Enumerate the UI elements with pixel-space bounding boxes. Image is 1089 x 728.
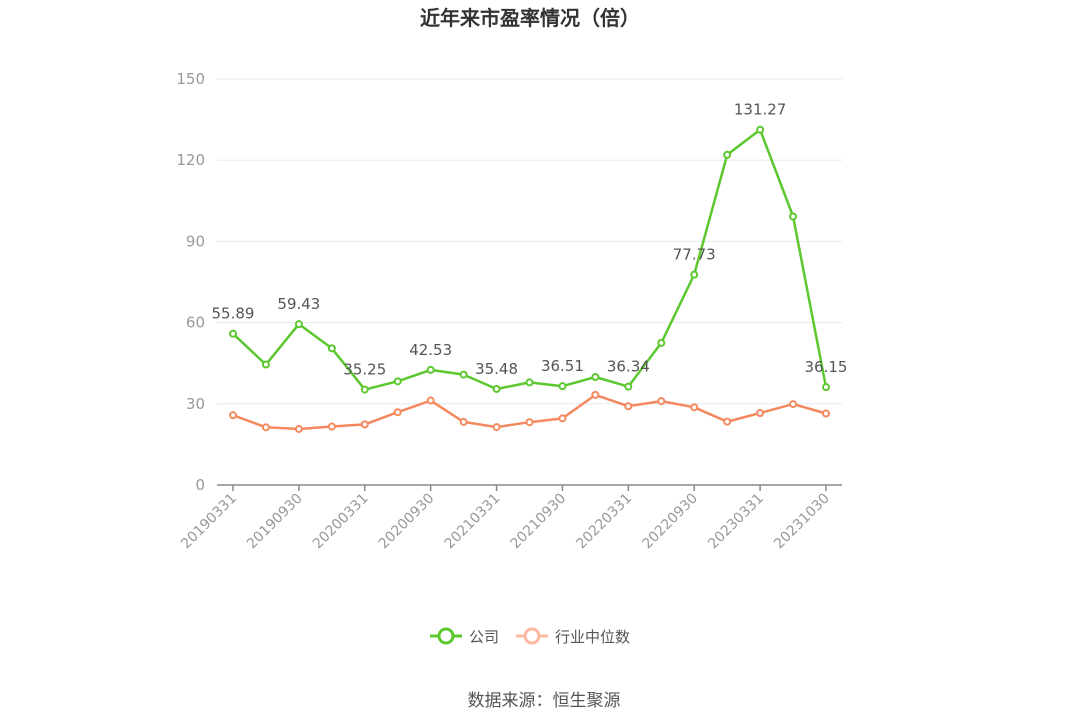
data-point[interactable] (459, 370, 468, 379)
series-industry-median (229, 390, 830, 433)
data-label: 36.15 (805, 358, 848, 376)
y-tick-label: 60 (186, 314, 205, 332)
legend-marker-industry (523, 627, 541, 645)
series-company (229, 125, 830, 394)
y-tick-label: 0 (195, 476, 205, 494)
series-line (232, 128, 828, 391)
x-tick-label: 20210930 (508, 491, 570, 553)
chart-title: 近年来市盈率情况（倍） (420, 6, 640, 30)
data-label: 131.27 (734, 101, 787, 119)
data-point[interactable] (360, 420, 369, 429)
data-point[interactable] (624, 382, 633, 391)
data-point[interactable] (822, 409, 830, 418)
data-point[interactable] (657, 338, 666, 347)
data-point[interactable] (657, 397, 666, 406)
y-tick-label: 90 (186, 232, 205, 250)
data-point[interactable] (426, 365, 435, 374)
source-text: 数据来源：恒生聚源 (468, 691, 621, 711)
data-point[interactable] (492, 384, 501, 393)
y-tick-label: 30 (186, 395, 205, 413)
data-point[interactable] (723, 150, 732, 159)
x-tick-label: 20190331 (178, 491, 240, 553)
data-point[interactable] (558, 382, 567, 391)
data-label: 35.25 (343, 361, 386, 379)
x-tick-label: 20220930 (639, 491, 701, 553)
y-axis: 0 30 60 90 120 150 (176, 70, 205, 494)
data-point[interactable] (393, 408, 402, 417)
data-point[interactable] (360, 385, 369, 394)
legend-label-company: 公司 (469, 628, 499, 646)
data-point[interactable] (690, 270, 699, 279)
data-point[interactable] (327, 422, 336, 431)
data-label: 55.89 (212, 305, 255, 323)
legend[interactable]: 公司 行业中位数 (430, 627, 630, 646)
data-point[interactable] (294, 320, 303, 329)
x-tick-label: 20200930 (376, 491, 438, 553)
data-point[interactable] (459, 417, 468, 426)
data-point[interactable] (789, 400, 798, 409)
x-tick-label: 20200331 (310, 491, 372, 553)
data-point[interactable] (690, 403, 699, 412)
gridlines (217, 78, 842, 405)
data-label: 36.34 (607, 358, 650, 376)
data-point[interactable] (426, 396, 435, 405)
data-point[interactable] (294, 424, 303, 433)
legend-marker-company (437, 627, 455, 645)
legend-item-industry[interactable]: 行业中位数 (516, 627, 630, 646)
data-point[interactable] (558, 414, 567, 423)
x-tick-label: 20230331 (705, 491, 767, 553)
data-point[interactable] (822, 383, 830, 392)
data-label: 42.53 (409, 341, 452, 359)
x-tick-label: 20190930 (244, 491, 306, 553)
legend-item-company[interactable]: 公司 (430, 627, 499, 646)
data-point[interactable] (261, 423, 270, 432)
data-labels: 55.89 59.43 35.25 42.53 35.48 36.51 36.34 77.73… (212, 101, 848, 379)
data-point[interactable] (789, 212, 798, 221)
y-tick-label: 120 (176, 151, 205, 169)
data-point[interactable] (624, 402, 633, 411)
x-axis: 20190331 20190930 20200331 20200930 20210331… (178, 484, 842, 553)
data-label: 36.51 (541, 357, 584, 375)
data-point[interactable] (756, 125, 765, 134)
data-point[interactable] (393, 377, 402, 386)
legend-label-industry: 行业中位数 (555, 628, 630, 646)
x-tick-label: 20210331 (442, 491, 504, 553)
data-point[interactable] (723, 417, 732, 426)
data-point[interactable] (591, 390, 600, 399)
data-point[interactable] (327, 344, 336, 353)
series-lines (229, 125, 830, 433)
data-label: 77.73 (673, 246, 716, 264)
data-point[interactable] (229, 411, 237, 420)
data-point[interactable] (229, 329, 237, 338)
data-point[interactable] (525, 378, 534, 387)
data-point[interactable] (756, 409, 765, 418)
x-tick-label: 20231030 (771, 491, 833, 553)
data-label: 35.48 (475, 360, 518, 378)
data-label: 59.43 (277, 295, 320, 313)
data-point[interactable] (525, 418, 534, 427)
x-tick-label: 20220331 (573, 491, 635, 553)
y-tick-label: 150 (176, 70, 205, 88)
data-point[interactable] (591, 373, 600, 382)
data-point[interactable] (492, 423, 501, 432)
data-point[interactable] (261, 360, 270, 369)
